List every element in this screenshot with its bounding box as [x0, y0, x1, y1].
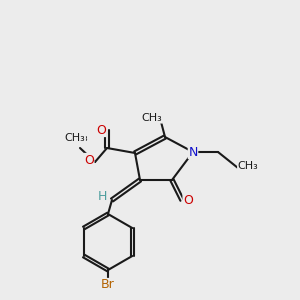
Text: O: O: [183, 194, 193, 206]
Text: CH₃: CH₃: [64, 133, 86, 143]
Text: CH₃: CH₃: [238, 161, 258, 171]
Text: CH₃: CH₃: [142, 113, 162, 123]
Text: N: N: [188, 146, 198, 158]
Text: Br: Br: [101, 278, 115, 292]
Text: H: H: [97, 190, 107, 203]
Text: O: O: [84, 154, 94, 166]
Text: CH₃: CH₃: [68, 133, 88, 143]
Text: O: O: [96, 124, 106, 136]
